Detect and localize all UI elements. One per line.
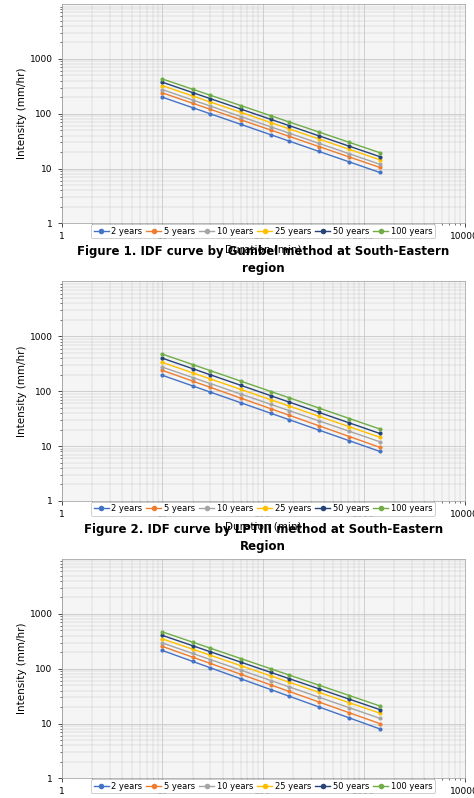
Legend: 2 years, 5 years, 10 years, 25 years, 50 years, 100 years: 2 years, 5 years, 10 years, 25 years, 50… bbox=[91, 224, 435, 239]
Legend: 2 years, 5 years, 10 years, 25 years, 50 years, 100 years: 2 years, 5 years, 10 years, 25 years, 50… bbox=[91, 779, 435, 793]
Y-axis label: Intensity (mm/hr): Intensity (mm/hr) bbox=[17, 68, 27, 160]
Y-axis label: Intensity (mm/hr): Intensity (mm/hr) bbox=[17, 346, 27, 437]
Y-axis label: Intensity (mm/hr): Intensity (mm/hr) bbox=[17, 623, 27, 714]
X-axis label: Duration (min): Duration (min) bbox=[225, 244, 301, 255]
Legend: 2 years, 5 years, 10 years, 25 years, 50 years, 100 years: 2 years, 5 years, 10 years, 25 years, 50… bbox=[91, 502, 435, 516]
Text: Figure 2. IDF curve by LPTIII method at South-Eastern
Region: Figure 2. IDF curve by LPTIII method at … bbox=[83, 523, 443, 553]
Text: Figure 1. IDF curve by Gumbel method at South-Eastern
region: Figure 1. IDF curve by Gumbel method at … bbox=[77, 245, 449, 275]
X-axis label: Duration (min): Duration (min) bbox=[225, 522, 301, 531]
